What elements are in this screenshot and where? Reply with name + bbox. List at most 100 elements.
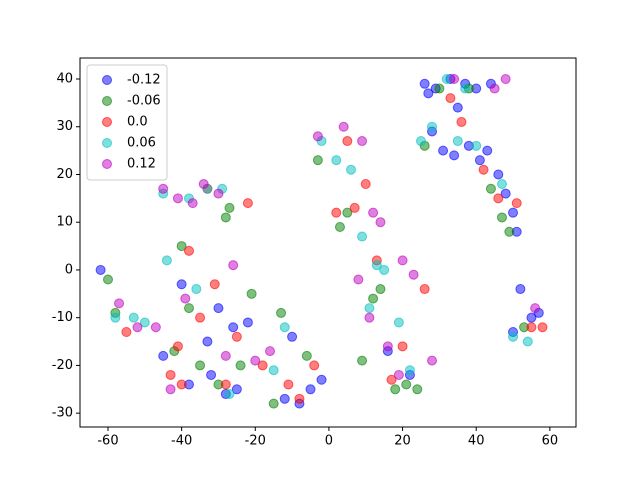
point	[183, 303, 194, 314]
point	[530, 303, 541, 314]
point	[231, 331, 242, 342]
point	[375, 284, 386, 295]
point	[371, 260, 382, 271]
point	[301, 350, 312, 361]
point	[364, 312, 375, 323]
point	[305, 384, 316, 395]
y-tick-label: -30	[52, 406, 73, 421]
y-tick-label: -20	[52, 358, 73, 373]
y-tick-label: 40	[56, 72, 73, 87]
point	[375, 217, 386, 228]
point	[158, 183, 169, 194]
point	[220, 212, 231, 223]
point	[353, 274, 364, 285]
point	[346, 164, 357, 175]
point	[397, 255, 408, 266]
point	[419, 284, 430, 295]
point	[150, 322, 161, 333]
legend-marker	[102, 159, 112, 169]
y-tick-label: 0	[65, 262, 73, 277]
legend-marker	[102, 117, 112, 127]
point	[183, 245, 194, 256]
point	[268, 365, 279, 376]
x-tick-label: 40	[468, 434, 485, 449]
point	[294, 393, 305, 404]
point	[427, 355, 438, 366]
legend-label: 0.12	[127, 157, 156, 172]
point	[206, 369, 217, 380]
point	[224, 202, 235, 213]
point	[283, 379, 294, 390]
point	[276, 307, 287, 318]
point	[165, 384, 176, 395]
point	[128, 312, 139, 323]
point	[342, 136, 353, 147]
point	[360, 179, 371, 190]
point	[195, 360, 206, 371]
legend-marker	[102, 138, 112, 148]
point	[231, 384, 242, 395]
point	[228, 260, 239, 271]
point	[209, 279, 220, 290]
point	[438, 145, 449, 156]
point	[485, 183, 496, 194]
point	[121, 327, 132, 338]
legend-label: 0.06	[127, 136, 156, 151]
point	[456, 116, 467, 127]
point	[449, 74, 460, 85]
point	[427, 121, 438, 132]
point	[397, 341, 408, 352]
y-tick-label: 30	[56, 119, 73, 134]
point	[401, 379, 412, 390]
legend-marker	[102, 75, 112, 85]
point	[279, 393, 290, 404]
point	[139, 317, 150, 328]
point	[180, 293, 191, 304]
point	[312, 131, 323, 142]
point	[287, 331, 298, 342]
legend-label: -0.12	[127, 73, 161, 88]
point	[172, 341, 183, 352]
point	[338, 121, 349, 132]
point	[158, 350, 169, 361]
point	[390, 384, 401, 395]
point	[242, 317, 253, 328]
point	[493, 193, 504, 204]
point	[195, 312, 206, 323]
point	[220, 379, 231, 390]
point	[434, 83, 445, 94]
point	[452, 102, 463, 113]
point	[187, 198, 198, 209]
point	[357, 231, 368, 242]
point	[349, 202, 360, 213]
x-tick-label: 60	[542, 434, 559, 449]
point	[379, 264, 390, 275]
point	[242, 198, 253, 209]
point	[172, 193, 183, 204]
point	[213, 303, 224, 314]
point	[445, 93, 456, 104]
point	[235, 360, 246, 371]
point	[452, 136, 463, 147]
point	[220, 350, 231, 361]
point	[316, 374, 327, 385]
x-tick-label: -20	[245, 434, 266, 449]
point	[511, 198, 522, 209]
point	[331, 155, 342, 166]
point	[526, 322, 537, 333]
point	[357, 136, 368, 147]
point	[471, 140, 482, 151]
point	[110, 312, 121, 323]
point	[331, 207, 342, 218]
point	[489, 83, 500, 94]
point	[95, 264, 106, 275]
point	[161, 255, 172, 266]
y-tick-label: 10	[56, 215, 73, 230]
point	[364, 303, 375, 314]
point	[500, 188, 511, 199]
point	[191, 284, 202, 295]
point	[312, 155, 323, 166]
point	[246, 288, 257, 299]
point	[268, 398, 279, 409]
